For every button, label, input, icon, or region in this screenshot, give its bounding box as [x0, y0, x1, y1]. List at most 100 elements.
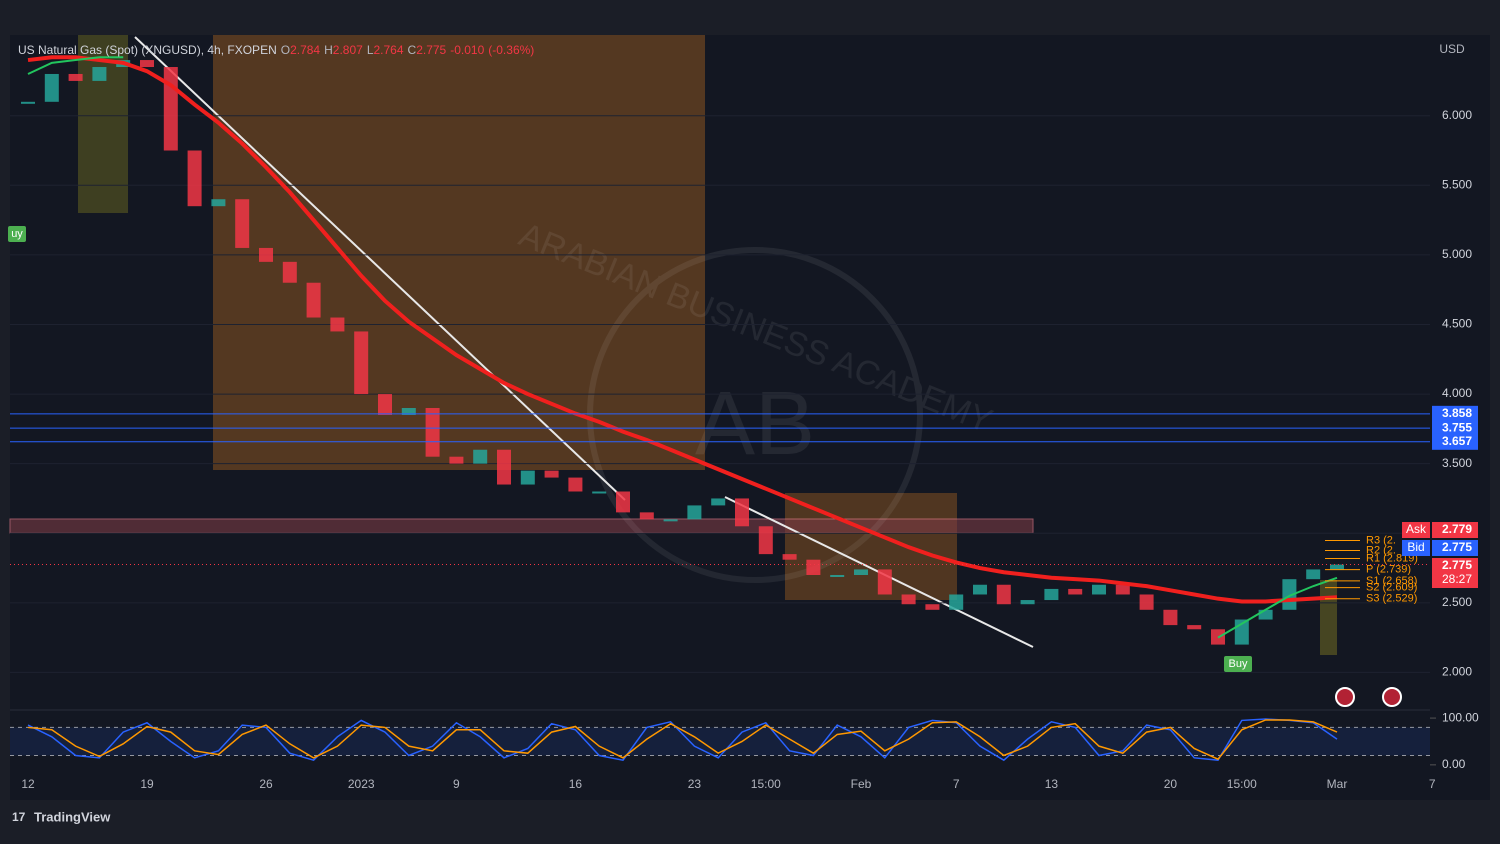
level-label: 3.858 [1442, 406, 1472, 420]
last-price-tag [1432, 558, 1478, 588]
candle [925, 604, 940, 610]
osc-line [27, 719, 1338, 761]
ohlc-label: L [366, 43, 374, 57]
series-line [27, 56, 1338, 639]
candle [282, 261, 297, 283]
pivot-label: R2 (2. [1366, 544, 1396, 556]
candle [639, 512, 654, 520]
x-tick-label: 15:00 [751, 777, 781, 791]
signal-tag [8, 226, 26, 242]
quote-label: Ask [1406, 522, 1427, 536]
ohlc-label: C [407, 43, 417, 57]
event-flag [1335, 687, 1355, 707]
x-tick-label: 9 [453, 777, 460, 791]
candle [758, 526, 773, 555]
x-tick-label: Feb [851, 777, 872, 791]
x-tick-label: 20 [1164, 777, 1178, 791]
pivot-label: S3 (2.529) [1366, 593, 1417, 605]
candle [92, 67, 107, 81]
brand: TradingView [34, 809, 111, 824]
x-tick-label: 26 [259, 777, 273, 791]
quote-value: 2.779 [1442, 522, 1472, 536]
candle [711, 498, 726, 506]
quote-tag [1432, 522, 1478, 538]
quote-value: 2.775 [1442, 540, 1472, 554]
candle [877, 569, 892, 595]
candle [163, 67, 178, 151]
candle [330, 317, 345, 332]
level-tag [1432, 405, 1478, 422]
candle [1044, 588, 1059, 601]
candle [1258, 609, 1273, 620]
level-label: 3.657 [1442, 434, 1472, 448]
x-tick-label: 2023 [348, 777, 375, 791]
candle [1020, 600, 1035, 605]
pivot-label: R3 (2. [1366, 534, 1396, 546]
candle [449, 456, 464, 464]
x-tick-label: 13 [1045, 777, 1059, 791]
quote-label: Bid [1407, 540, 1424, 554]
candle [1187, 625, 1202, 630]
y-tick-label: 5.000 [1442, 247, 1472, 261]
zone [785, 493, 957, 600]
candle [1115, 584, 1130, 595]
candle [996, 584, 1011, 605]
candle [949, 594, 964, 610]
candle [592, 491, 607, 494]
x-tick-label: Mar [1327, 777, 1348, 791]
candle [306, 282, 321, 318]
candle [687, 505, 702, 520]
candle [1092, 584, 1106, 595]
candle [497, 449, 511, 485]
candle [21, 101, 35, 104]
ohlc-value: 2.764 [373, 43, 404, 57]
candle [520, 470, 535, 485]
symbol-title: US Natural Gas (Spot) (XNGUSD), 4h, FXOP… [18, 43, 277, 57]
y-tick-label: 3.500 [1442, 456, 1472, 470]
series-line [27, 55, 1338, 604]
ohlc-value: 2.784 [290, 43, 321, 57]
candle [187, 150, 202, 207]
change-pct: (-0.36%) [488, 43, 535, 57]
candle [1306, 569, 1321, 580]
ohlc-label: O [280, 43, 291, 57]
candle [568, 477, 583, 492]
header: US Natural Gas (Spot) (XNGUSD), 4h, FXOP… [18, 43, 538, 57]
candle [1139, 594, 1154, 610]
pivot-label: S1 (2.658) [1366, 575, 1417, 587]
x-tick-label: 16 [569, 777, 583, 791]
candle [1163, 609, 1178, 626]
ohlc-value: 2.775 [416, 43, 447, 57]
x-tick-label: 23 [688, 777, 702, 791]
candle [44, 73, 59, 102]
candle [901, 594, 916, 605]
candle [378, 394, 392, 415]
y-tick-label: 5.500 [1442, 177, 1472, 191]
y-tick-label: 2.000 [1442, 665, 1472, 679]
watermark-ring [587, 247, 923, 583]
candle [211, 199, 226, 207]
last-price: 2.775 [1442, 558, 1472, 572]
brand-logo: 17 [12, 810, 26, 824]
event-flag [1382, 687, 1402, 707]
candle [854, 569, 868, 575]
candle [735, 498, 749, 527]
candle [1330, 564, 1344, 570]
watermark-logo: AB [695, 374, 815, 474]
signal-label: Buy [1229, 658, 1248, 670]
pivot-label: S2 (2.609) [1366, 582, 1417, 594]
quote-tag [1432, 540, 1478, 556]
quote-tag [1402, 540, 1430, 556]
level-tag [1432, 433, 1478, 450]
x-tick-label: 12 [21, 777, 35, 791]
y-unit: USD [1439, 42, 1465, 56]
candle [140, 60, 154, 68]
x-tick-label: 7 [1429, 777, 1436, 791]
countdown: 28:27 [1442, 572, 1472, 586]
zone [213, 35, 705, 470]
candle [259, 247, 273, 262]
level-label: 3.755 [1442, 420, 1472, 434]
y-tick-label: 0.00 [1442, 757, 1466, 771]
